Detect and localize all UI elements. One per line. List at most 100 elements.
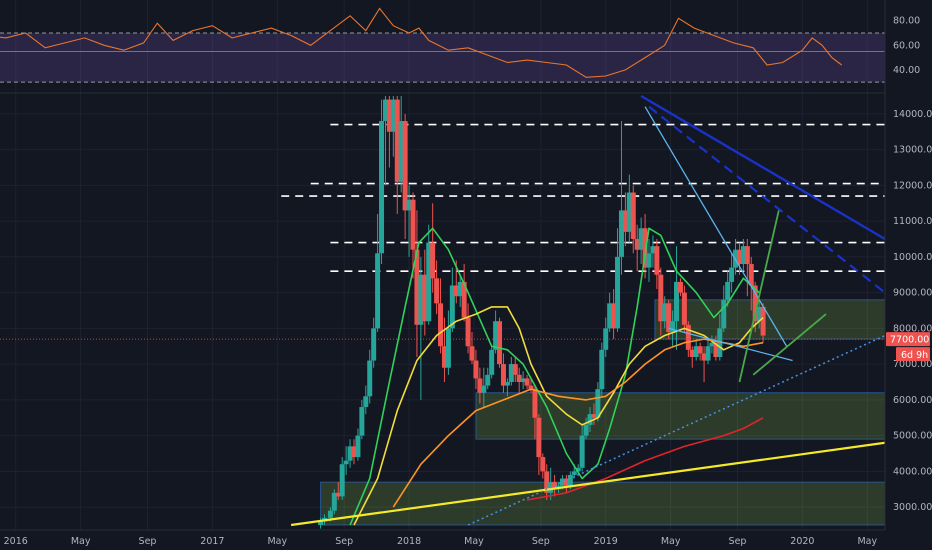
price-tick-label: 11000.00 [893,216,932,227]
candle-body [740,246,746,265]
price-tick-label: 13000.00 [893,145,932,156]
time-tick-label: Sep [729,536,747,547]
candle-body [355,435,361,458]
candle-body [524,378,530,386]
candle-body [481,385,487,393]
candle-body [721,299,727,329]
candle-body [438,303,444,347]
candle-body [390,99,396,132]
moving-averages [349,227,764,526]
rsi-panel[interactable]: 80.00 60.00 40.00 [0,7,920,83]
candle-body [335,492,341,497]
support-zone [654,299,886,340]
candle-body [736,249,742,265]
candle-body [571,471,577,475]
candle-body [398,121,404,182]
candle-body [662,303,668,322]
candle-body [760,306,766,336]
candle-body [422,274,428,322]
price-tick-label: 4000.00 [893,466,932,477]
candle-body [512,364,518,375]
candle-body [642,228,648,268]
candle-body [744,246,750,265]
candle-body [441,346,447,368]
moving-average-line [526,417,764,501]
time-tick-label: 2018 [397,536,421,547]
candle-body [410,199,416,250]
trendline [752,313,827,376]
candle-body [591,414,597,418]
price-tick-label: 7000.00 [893,359,932,370]
candle-body [406,199,412,211]
trendline [668,327,793,362]
candle-body [658,274,664,322]
candle-body [477,378,483,393]
trendline [467,334,886,526]
candle-body [536,417,542,458]
candle-body [371,328,377,361]
candle-body [473,360,479,379]
candle-body [520,378,526,382]
trendline [644,106,788,347]
candle-body [646,253,652,268]
candle-body [615,256,621,329]
candle-body [379,121,385,254]
candle-body [603,328,609,350]
candle-body [563,478,569,486]
candle-body [559,478,565,486]
trendline [640,94,886,241]
candle-body [426,242,432,322]
candle-body [500,364,506,386]
candle-body [469,346,475,361]
candle-body [670,321,676,332]
candle-body [575,467,581,472]
price-axis[interactable]: 14000.00 13000.00 12000.00 11000.00 10000.00… [884,0,932,550]
candle-body [595,389,601,418]
price-tick-label: 14000.00 [893,109,932,120]
candle-body [508,364,514,382]
time-tick-label: Sep [532,536,550,547]
candle-body [681,292,687,325]
trendline [648,105,886,294]
time-tick-label: 2016 [4,536,28,547]
candle-body [748,264,754,286]
candle-body [327,510,333,518]
candle-body [626,192,632,232]
support-zones [320,299,886,526]
price-tick-label: 6000.00 [893,395,932,406]
candle-body [705,346,711,361]
candle-body [367,360,373,397]
candle-body [430,242,436,279]
candle-body [713,342,719,357]
candle-body [394,99,400,182]
price-tick-label: 10000.00 [893,252,932,263]
candle-body [674,281,680,322]
candle-body [607,303,613,329]
candle-body [414,249,420,325]
time-axis[interactable]: 2016 May Sep 2017 May Sep 2018 May Sep 2019 May Sep… [0,529,932,550]
rsi-tick-label: 40.00 [893,65,920,76]
time-tick-label: 2017 [200,536,224,547]
price-tick-label: 8000.00 [893,323,932,334]
time-tick-label: May [857,536,877,547]
candle-body [599,349,605,390]
price-tick-label: 5000.00 [893,431,932,442]
time-tick-label: May [267,536,287,547]
candle-body [386,99,392,132]
candle-body [465,317,471,347]
time-tick-label: May [661,536,681,547]
time-tick-label: 2020 [790,536,814,547]
candle-body [650,246,656,254]
price-axis-bg [885,0,932,550]
time-tick-label: Sep [139,536,157,547]
time-tick-label: May [71,536,91,547]
candle-body [449,285,455,329]
last-price-label: 7700.00 [890,335,929,346]
time-tick-label: Sep [335,536,353,547]
candle-body [493,321,499,350]
candle-body [630,192,636,239]
candle-body [331,492,337,511]
moving-average-line [349,227,760,526]
